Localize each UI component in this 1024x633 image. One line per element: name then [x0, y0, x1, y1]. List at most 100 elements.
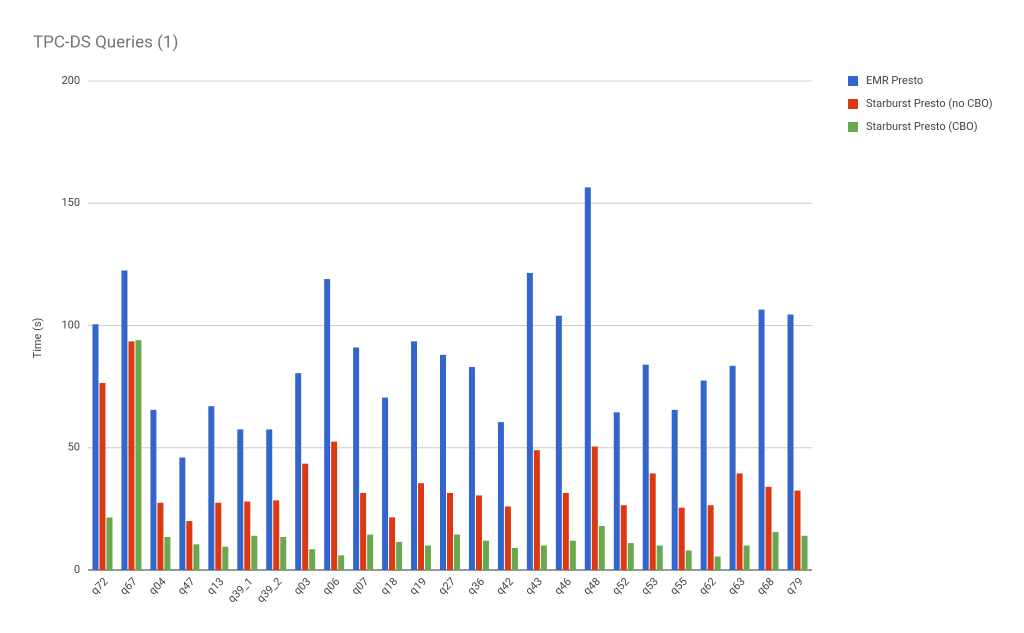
bar — [678, 507, 685, 570]
bar — [700, 380, 707, 570]
bar — [765, 486, 772, 570]
bar — [324, 279, 331, 570]
x-tick-label: q67 — [117, 575, 139, 597]
bar — [360, 492, 367, 570]
bar — [475, 495, 482, 570]
bar — [331, 441, 338, 570]
bar — [273, 500, 280, 570]
bar — [743, 545, 750, 570]
bar — [613, 412, 620, 570]
x-tick-label: q68 — [754, 575, 776, 597]
y-tick-label: 200 — [61, 74, 80, 87]
bar — [237, 429, 244, 570]
x-tick-label: q42 — [494, 575, 516, 597]
bar — [440, 354, 446, 570]
x-tick-label: q63 — [725, 575, 747, 597]
bar — [511, 547, 518, 570]
bar — [656, 545, 663, 570]
bar — [591, 446, 598, 570]
x-tick-label: q48 — [581, 575, 603, 597]
bar — [468, 367, 475, 570]
bar — [649, 473, 656, 570]
bar — [367, 534, 374, 570]
bar — [193, 544, 200, 570]
bar — [794, 490, 801, 570]
bar — [157, 502, 164, 570]
x-tick-label: q79 — [783, 575, 805, 597]
bar — [707, 505, 714, 570]
x-tick-label: q19 — [407, 575, 429, 597]
x-tick-label: q39_1 — [225, 575, 255, 605]
bar — [396, 541, 403, 570]
bar — [338, 555, 345, 570]
x-tick-label: q39_2 — [254, 575, 284, 605]
bar — [99, 382, 106, 570]
x-tick-label: q47 — [175, 575, 197, 597]
x-tick-label: q03 — [291, 575, 313, 597]
bar — [714, 556, 721, 570]
bar — [302, 463, 309, 570]
bar — [106, 517, 113, 570]
y-tick-label: 0 — [74, 563, 80, 576]
x-tick-label: q07 — [349, 575, 371, 597]
x-tick-label: q06 — [320, 575, 342, 597]
y-tick-label: 100 — [61, 318, 80, 331]
legend-swatch — [848, 99, 858, 109]
x-tick-label: q62 — [696, 575, 718, 597]
bar — [186, 521, 193, 570]
legend-label: EMR Presto — [866, 74, 923, 87]
x-tick-label: q18 — [378, 575, 400, 597]
bar — [447, 492, 453, 570]
bar — [418, 483, 425, 570]
bar — [729, 365, 736, 570]
bar — [135, 340, 142, 570]
bar — [504, 506, 511, 570]
bar — [222, 546, 229, 570]
bar — [164, 536, 171, 570]
bar — [92, 324, 99, 570]
x-tick-label: q43 — [523, 575, 545, 597]
bar — [121, 270, 128, 570]
bar — [555, 315, 562, 570]
bar — [685, 550, 692, 570]
bar — [353, 347, 360, 570]
y-axis-label: Time (s) — [31, 317, 44, 358]
bar — [251, 535, 258, 570]
legend-label: Starburst Presto (CBO) — [866, 120, 978, 133]
legend-swatch — [848, 122, 858, 132]
x-tick-label: q46 — [552, 575, 574, 597]
bar — [569, 540, 576, 570]
bar — [208, 406, 215, 570]
bar — [620, 505, 627, 570]
x-tick-label: q52 — [610, 575, 632, 597]
bar — [382, 397, 389, 570]
bar — [671, 409, 678, 570]
bar — [772, 532, 779, 570]
x-tick-label: q53 — [639, 575, 661, 597]
x-tick-label: q55 — [667, 575, 689, 597]
x-tick-label: q13 — [204, 575, 226, 597]
bar — [642, 364, 649, 570]
bar — [562, 492, 569, 570]
bar — [215, 502, 222, 570]
bar — [533, 450, 540, 570]
bar — [411, 341, 418, 570]
chart-title: TPC-DS Queries (1) — [33, 32, 178, 52]
legend-label: Starburst Presto (no CBO) — [866, 97, 993, 110]
x-tick-label: q04 — [146, 575, 168, 597]
bar — [598, 525, 605, 570]
bar — [801, 535, 808, 570]
x-tick-label: q72 — [88, 575, 110, 597]
y-tick-label: 150 — [61, 196, 80, 209]
bar — [526, 272, 533, 570]
bar — [128, 341, 135, 570]
x-tick-label: q36 — [465, 575, 487, 597]
bar — [627, 543, 634, 570]
bar — [787, 314, 794, 570]
bar — [584, 187, 591, 571]
bar — [482, 540, 489, 570]
bar — [266, 429, 273, 570]
bar — [280, 536, 287, 570]
